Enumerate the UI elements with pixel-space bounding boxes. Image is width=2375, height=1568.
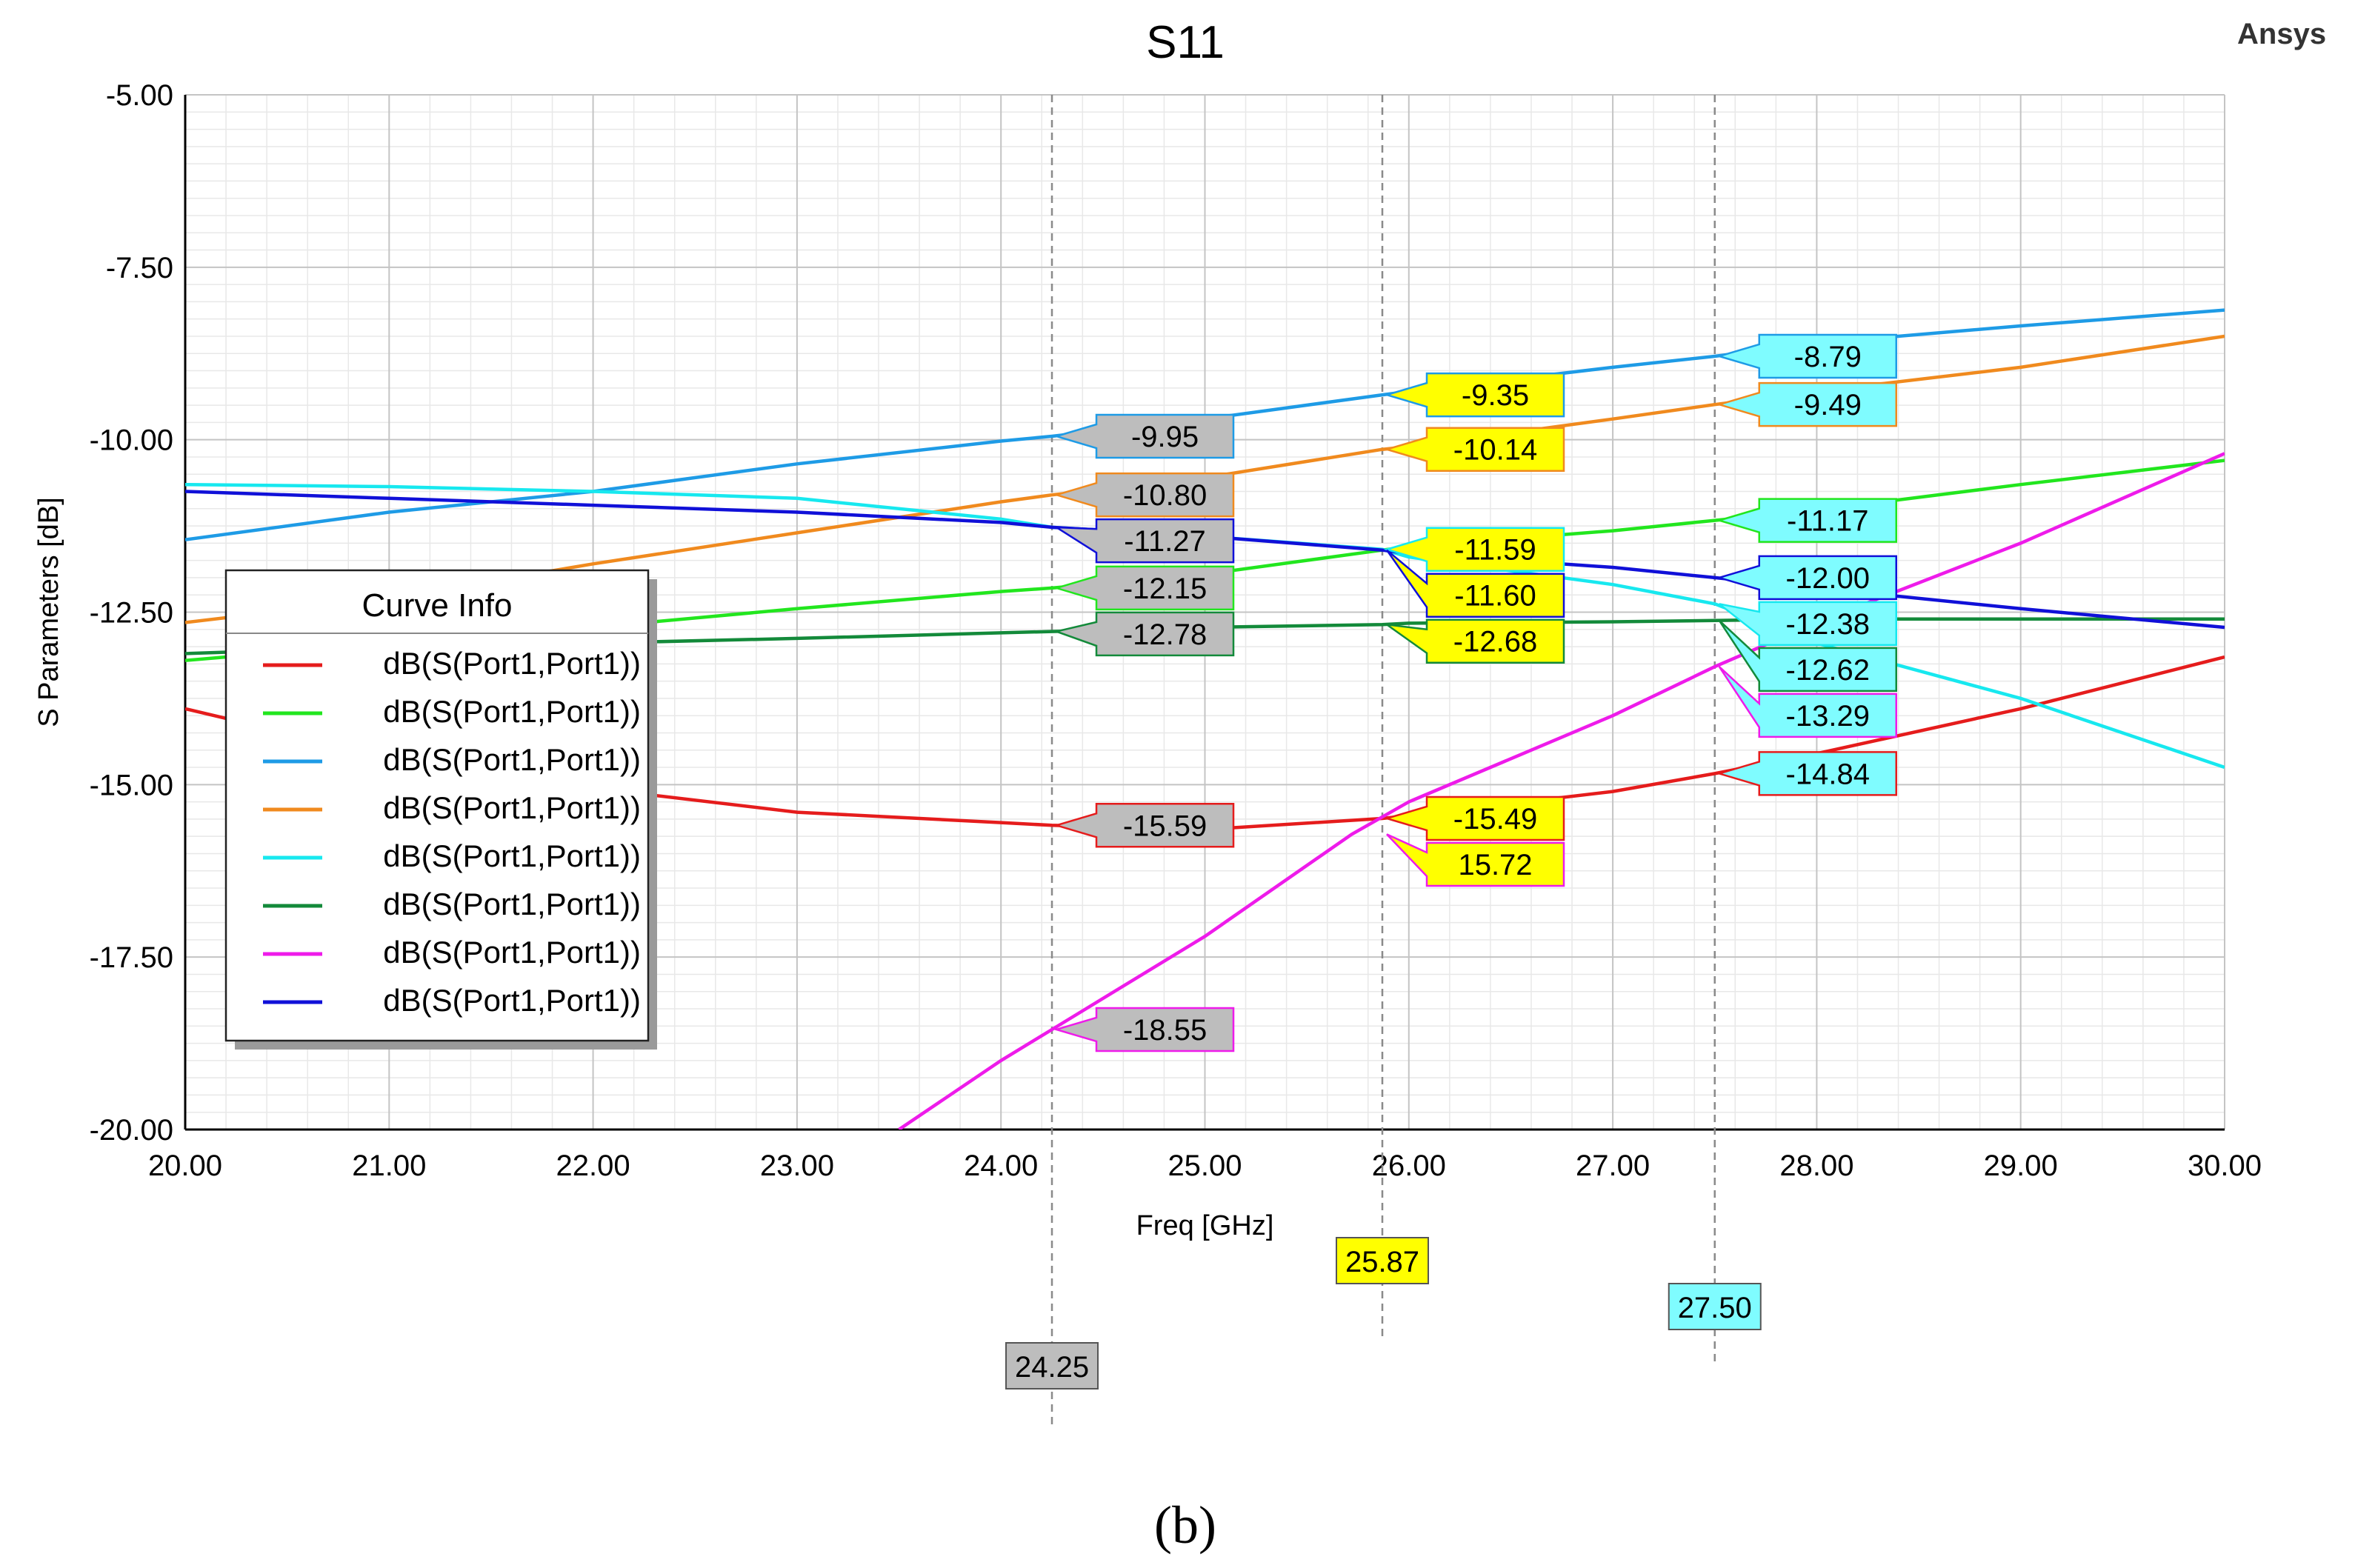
x-tick-label: 30.00 [2188,1150,2262,1182]
marker-callout [1718,601,1897,647]
marker-x-label: 24.25 [1015,1351,1089,1384]
marker-callout [1718,666,1897,738]
y-tick-label: -7.50 [106,252,173,284]
y-tick-label: -17.50 [90,941,173,974]
y-tick-label: -20.00 [90,1114,173,1147]
marker-callout [1716,333,1897,379]
x-tick-label: 25.00 [1167,1150,1242,1182]
marker-value-label: 15.72 [1458,849,1532,881]
marker-callout [1716,498,1897,543]
y-axis-label: S Parameters [dB] [33,497,64,727]
legend-entry-label: dB(S(Port1,Port1)) [383,887,641,921]
legend-box [224,569,650,1042]
marker-callout [1716,751,1897,796]
legend-entry-label: dB(S(Port1,Port1)) [383,694,641,729]
marker-callout [1386,833,1565,887]
x-tick-label: 26.00 [1372,1150,1446,1182]
marker-callout [1718,619,1897,693]
marker-value-label: -18.55 [1123,1014,1207,1047]
marker-value-label: -10.80 [1123,479,1207,512]
marker-callout [1383,372,1565,418]
marker-callout [1053,803,1235,848]
y-tick-label: -10.00 [90,424,173,457]
marker-callout [1716,555,1897,601]
x-tick-label: 23.00 [760,1150,834,1182]
legend-entry-label: dB(S(Port1,Port1)) [383,646,641,681]
x-tick-label: 29.00 [1984,1150,2058,1182]
x-tick-label: 20.00 [148,1150,222,1182]
marker-value-label: -12.15 [1123,573,1207,605]
y-tick-label: -5.00 [106,79,173,112]
marker-value-label: -11.17 [1787,505,1868,538]
legend-entry-label: dB(S(Port1,Port1)) [383,983,641,1018]
marker-value-label: -12.00 [1786,562,1870,595]
marker-x-label: 25.87 [1345,1246,1419,1278]
marker-value-label: -15.59 [1123,810,1207,842]
marker-value-label: -11.59 [1454,534,1536,567]
marker-callout [1716,381,1897,427]
marker-callout [1383,795,1565,841]
x-tick-label: 28.00 [1779,1150,1853,1182]
marker-value-label: -12.62 [1786,654,1870,687]
marker-callout [1053,1007,1235,1052]
marker-value-label: -13.29 [1786,700,1870,733]
legend-entry-label: dB(S(Port1,Port1)) [383,790,641,825]
marker-value-label: -11.60 [1454,580,1536,613]
legend-entry-label: dB(S(Port1,Port1)) [383,935,641,970]
marker-value-label: -12.78 [1123,618,1207,651]
marker-x-tag [1005,1342,1099,1389]
marker-callout [1053,565,1235,611]
brand-label: Ansys [2237,18,2327,50]
x-tick-label: 22.00 [556,1150,630,1182]
chart-title: S11 [1146,17,1225,68]
legend-entry-label: dB(S(Port1,Port1)) [383,838,641,873]
y-tick-label: -12.50 [90,597,173,630]
marker-x-tag [1668,1283,1762,1330]
marker-value-label: -9.95 [1131,421,1199,453]
y-tick-label: -15.00 [90,769,173,801]
marker-callout [1053,518,1235,564]
marker-value-label: -11.27 [1124,525,1205,558]
marker-callout [1383,527,1565,572]
marker-value-label: -15.49 [1453,803,1537,835]
marker-callout [1053,472,1235,518]
x-tick-label: 24.00 [964,1150,1038,1182]
marker-value-label: -10.14 [1453,434,1537,467]
marker-callout [1385,549,1565,618]
marker-x-tag [1336,1237,1430,1284]
marker-callout [1053,413,1235,459]
marker-callout [1386,618,1565,664]
marker-x-label: 27.50 [1678,1292,1752,1324]
legend-title: Curve Info [362,587,513,624]
marker-value-label: -12.68 [1453,626,1537,658]
legend-entry-label: dB(S(Port1,Port1)) [383,742,641,777]
marker-callout [1053,611,1235,657]
marker-value-label: -14.84 [1786,758,1870,790]
marker-value-label: -9.49 [1794,389,1862,421]
x-tick-label: 27.00 [1576,1150,1650,1182]
marker-value-label: -12.38 [1786,608,1870,641]
x-tick-label: 21.00 [352,1150,426,1182]
x-axis-label: Freq [GHz] [1136,1210,1274,1241]
marker-callout [1383,427,1565,472]
marker-value-label: -9.35 [1462,379,1529,412]
figure-caption: (b) [1154,1495,1216,1555]
marker-value-label: -8.79 [1794,341,1862,373]
